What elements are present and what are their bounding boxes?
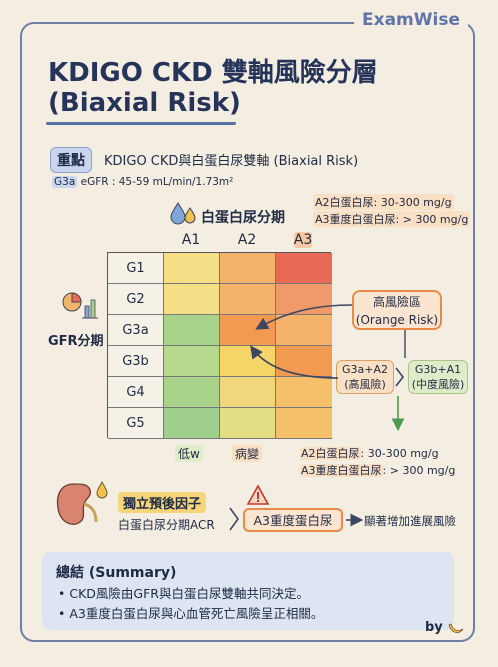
pie-bar-chart-icon: [62, 292, 98, 319]
risk-cell-g3b-a3: [276, 346, 332, 377]
high-risk-callout: 高風險區 (Orange Risk): [352, 290, 442, 330]
high-risk-title: 高風險區: [372, 295, 421, 309]
albuminuria-axis-title: 白蛋白尿分期: [201, 210, 285, 226]
risk-cell-g4-a3: [276, 377, 332, 408]
banana-icon: [448, 622, 464, 633]
arrow-g3a-a2-to-cell: [250, 345, 339, 379]
summary-item: A3重度白蛋白尿與心血管死亡風險呈正相關。: [58, 604, 323, 624]
risk-cell-g5-a3: [276, 408, 332, 439]
title-underline: [46, 122, 236, 125]
a2-definition-top: A2白蛋白尿: 30-300 mg/g: [313, 194, 454, 210]
byline: by: [425, 620, 465, 635]
g3a-tag: G3a: [52, 176, 78, 188]
column-label-a3: A3: [275, 232, 331, 248]
risk-cell-g4-a2: [220, 377, 276, 408]
warning-icon: [246, 484, 270, 505]
g3b-a1-box: G3b+A1 (中度風險): [408, 360, 468, 394]
byline-text: by: [425, 620, 443, 635]
arrow-indep-chevron: [229, 507, 239, 531]
row-label-g1: G1: [108, 253, 164, 284]
row-label-g3b: G3b: [108, 346, 164, 377]
urine-drops-icon: [170, 202, 196, 225]
bottom-label-change: 病變: [232, 445, 263, 462]
key-point-badge: 重點: [50, 147, 92, 173]
row-label-g4: G4: [108, 377, 164, 408]
kidney-icon: [56, 480, 108, 525]
a2-bottom-tag: A2白蛋白尿: [300, 447, 361, 460]
summary-title: 總結 (Summary): [56, 565, 177, 581]
arrow-high-risk-to-cell: [255, 304, 353, 330]
g3a-text: eGFR : 45-59 mL/min/1.73m²: [77, 176, 234, 188]
gfr-axis-title: GFR分期: [48, 334, 104, 349]
column-label-a2: A2: [237, 232, 257, 248]
summary-item: CKD風險由GFR與白蛋白尿雙軸共同決定。: [58, 584, 323, 604]
brand-label: ExamWise: [354, 10, 468, 30]
independent-factor-badge: 獨立預後因子: [118, 492, 207, 513]
risk-cell-g2-a2: [220, 284, 276, 315]
row-label-g5: G5: [108, 408, 164, 439]
risk-cell-g3b-a1: [164, 346, 220, 377]
risk-cell-g1-a1: [164, 253, 220, 284]
g3a-a2-box: G3a+A2 (高風險): [336, 360, 394, 394]
a3-definition-bottom: A3重度白蛋白尿: > 300 mg/g: [300, 462, 455, 478]
title-line-2: (Biaxial Risk): [48, 88, 241, 118]
column-label-a1: A1: [181, 232, 201, 248]
risk-cell-g1-a2: [220, 253, 276, 284]
g3a-a2-title: G3a+A2: [341, 363, 388, 376]
row-label-g3a: G3a: [108, 315, 164, 346]
risk-cell-g3a-a1: [164, 315, 220, 346]
row-label-g2: G2: [108, 284, 164, 315]
risk-cell-g1-a3: [276, 253, 332, 284]
risk-cell-g2-a1: [164, 284, 220, 315]
high-risk-subtitle: (Orange Risk): [355, 313, 439, 327]
summary-list: CKD風險由GFR與白蛋白尿雙軸共同決定。 A3重度白蛋白尿與心血管死亡風險呈正…: [58, 584, 323, 624]
page-frame: [20, 22, 475, 642]
risk-cell-g5-a2: [220, 408, 276, 439]
bottom-label-low: 低w: [175, 445, 203, 462]
a3-bottom-tag: A3重度白蛋白尿: [300, 464, 383, 477]
risk-cell-g5-a1: [164, 408, 220, 439]
g3a-a2-subtitle: (高風險): [344, 378, 386, 391]
summary-panel: 總結 (Summary) CKD風險由GFR與白蛋白尿雙軸共同決定。 A3重度白…: [42, 552, 454, 630]
arrow-split-chevron: [395, 367, 405, 387]
g3a-definition: G3a eGFR : 45-59 mL/min/1.73m²: [52, 176, 233, 188]
g3b-a1-subtitle: (中度風險): [411, 378, 465, 391]
a2-definition-bottom: A2白蛋白尿: 30-300 mg/g: [300, 445, 439, 461]
risk-cell-g4-a1: [164, 377, 220, 408]
column-label-a3-text: A3: [293, 232, 313, 248]
a2-bottom-text: : 30-300 mg/g: [360, 447, 439, 460]
a3-severe-box: A3重度蛋白尿: [243, 508, 343, 532]
key-point-text: KDIGO CKD與白蛋白尿雙軸 (Biaxial Risk): [104, 154, 359, 169]
significance-text: 顯著增加進展風險: [364, 514, 456, 528]
a3-definition-top: A3重度白蛋白尿: > 300 mg/g: [313, 211, 471, 227]
risk-cell-g3a-a3: [276, 315, 332, 346]
independent-factor-sub: 白蛋白尿分期ACR: [118, 518, 215, 532]
g3b-a1-title: G3b+A1: [414, 363, 462, 376]
a3-bottom-text: : > 300 mg/g: [382, 464, 456, 477]
title-line-1: KDIGO CKD 雙軸風險分層: [48, 58, 378, 88]
